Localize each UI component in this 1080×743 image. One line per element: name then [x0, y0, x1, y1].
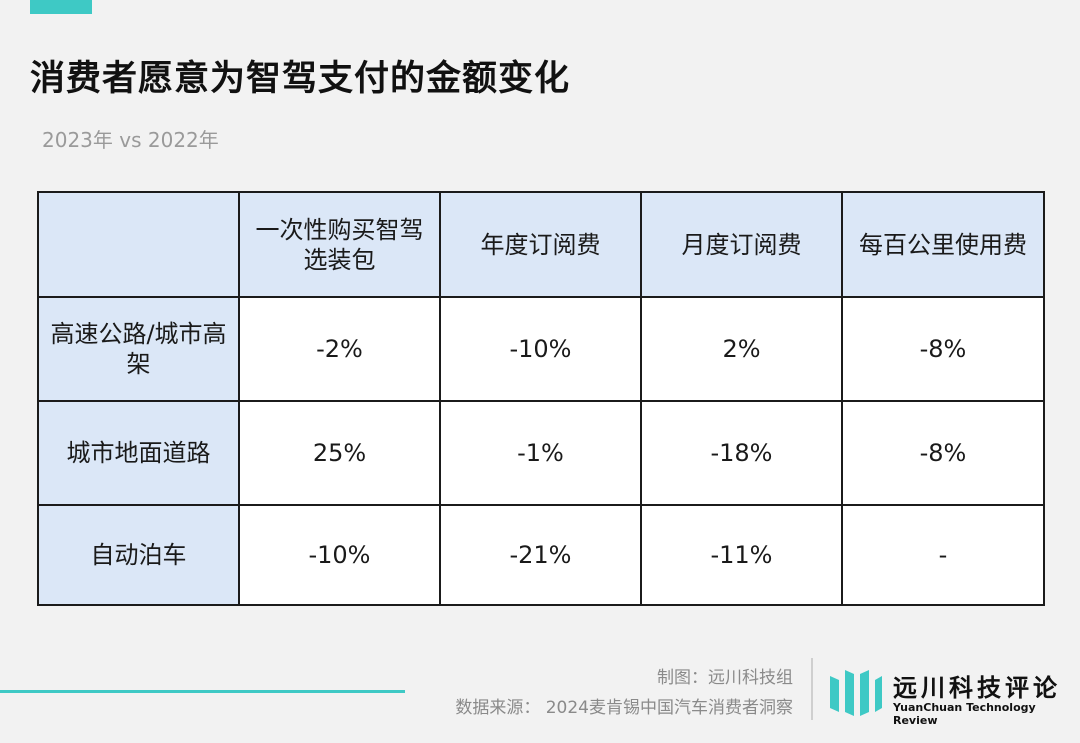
table-cell: -1% [439, 400, 642, 506]
table-cell: - [841, 504, 1045, 606]
table-cell: 2% [640, 296, 843, 402]
row-header: 高速公路/城市高架 [37, 296, 240, 402]
table-row: 城市地面道路 25% -1% -18% -8% [37, 400, 1045, 506]
row-header: 自动泊车 [37, 504, 240, 606]
table-row: 高速公路/城市高架 -2% -10% 2% -8% [37, 296, 1045, 402]
row-header: 城市地面道路 [37, 400, 240, 506]
column-header-corner [37, 191, 240, 298]
page-title: 消费者愿意为智驾支付的金额变化 [30, 59, 571, 99]
table-cell: -10% [238, 504, 441, 606]
logo-english-name: YuanChuan Technology Review [893, 701, 1036, 727]
table-cell: 25% [238, 400, 441, 506]
column-header: 年度订阅费 [439, 191, 642, 298]
column-header: 一次性购买智驾选装包 [238, 191, 441, 298]
column-header: 月度订阅费 [640, 191, 843, 298]
logo-mark-icon [830, 670, 882, 716]
table-header-row: 一次性购买智驾选装包 年度订阅费 月度订阅费 每百公里使用费 [37, 191, 1045, 298]
table-cell: -2% [238, 296, 441, 402]
table-cell: -8% [841, 296, 1045, 402]
table-cell: -18% [640, 400, 843, 506]
table-row: 自动泊车 -10% -21% -11% - [37, 504, 1045, 606]
data-source: 数据来源： 2024麦肯锡中国汽车消费者洞察 [455, 698, 793, 718]
footer-divider [811, 658, 813, 720]
data-table: 一次性购买智驾选装包 年度订阅费 月度订阅费 每百公里使用费 高速公路/城市高架… [37, 191, 1045, 606]
accent-bar [30, 0, 92, 14]
chart-credit: 制图：远川科技组 [657, 668, 793, 688]
table-cell: -10% [439, 296, 642, 402]
table-cell: -11% [640, 504, 843, 606]
page-subtitle: 2023年 vs 2022年 [42, 128, 219, 152]
table-cell: -8% [841, 400, 1045, 506]
column-header: 每百公里使用费 [841, 191, 1045, 298]
logo-name: 远川科技评论 [893, 674, 1061, 702]
table-cell: -21% [439, 504, 642, 606]
footer-accent-line [0, 690, 405, 693]
